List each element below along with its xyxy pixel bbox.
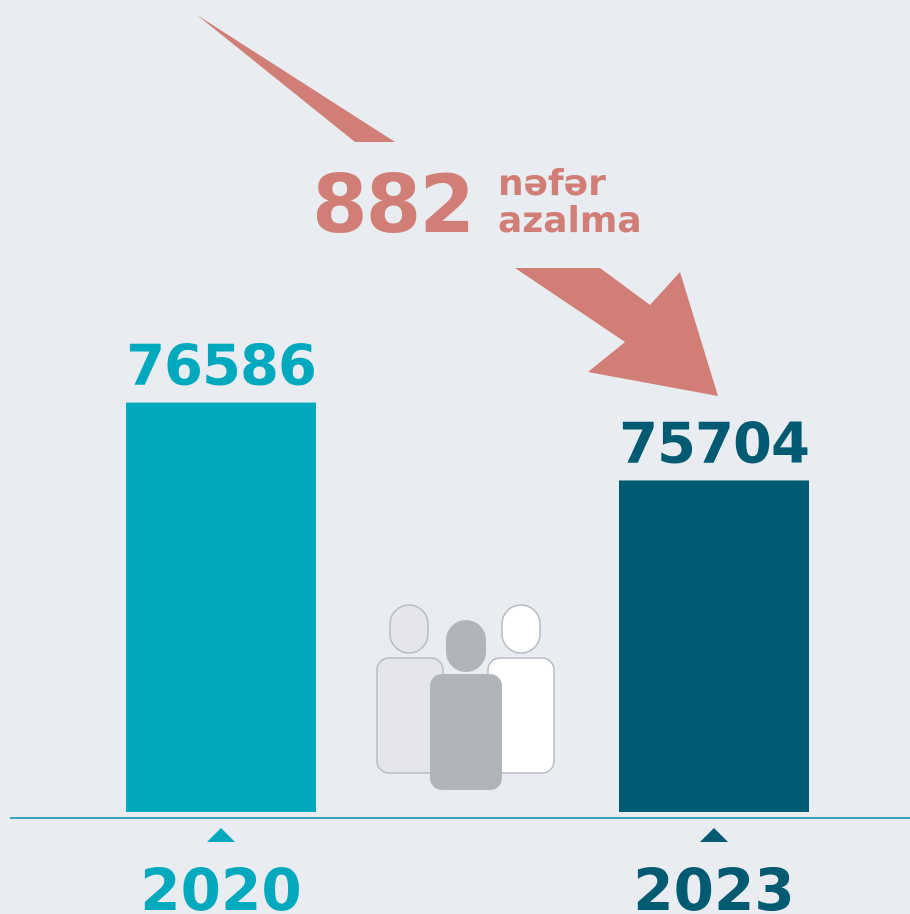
value-label: 75704 [619,411,809,476]
value-label: 76586 [126,334,316,399]
annotation-number: 882 [312,158,473,251]
x-tick-label: 2020 [140,856,301,914]
x-tick-label: 2023 [633,856,794,914]
tick-marker [207,828,235,842]
arrow-head [515,268,718,396]
arrow-tail [197,15,395,142]
bar [126,402,316,812]
annotation-text: nəfər [498,163,606,204]
tick-marker [700,828,728,842]
bar [619,480,809,812]
annotation-text: azalma [498,200,642,241]
people-icon [376,604,555,790]
